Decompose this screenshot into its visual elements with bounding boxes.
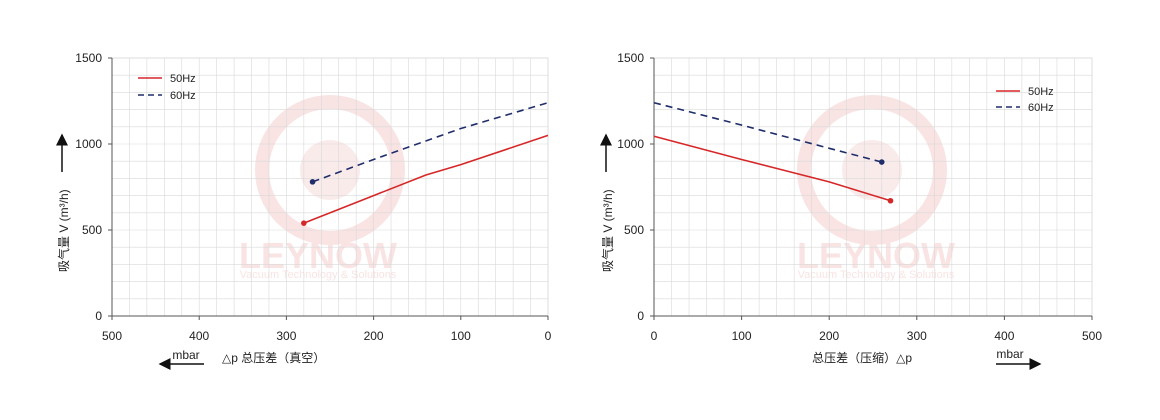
series [301,101,549,226]
x-tick-label: 100 [451,329,471,343]
y-tick-label: 1500 [75,51,102,65]
watermark-brand: LEYNOW [797,235,955,276]
y-axis-label-group: 吸气量 V (m³/h) [600,133,615,272]
vacuum-chart: LEYNOW Vacuum Technology & Solutions 500… [56,51,552,370]
x-axis-label: 总压差（压缩）△p [812,350,912,365]
y-tick-label: 500 [82,223,102,237]
axes [111,58,548,317]
watermark: LEYNOW Vacuum Technology & Solutions [239,95,405,281]
x-tick-label: 200 [819,329,839,343]
watermark-tagline: Vacuum Technology & Solutions [240,269,397,281]
y-tick-label: 1000 [75,137,102,151]
legend-label-60hz: 60Hz [170,90,196,102]
y-axis-label-group: 吸气量 V (m³/h) [56,133,71,272]
series-line-60hz [653,101,882,163]
unit-label: mbar [172,348,199,362]
x-axis-label-group: mbar △p 总压差（真空） [158,348,325,370]
legend-label-50hz: 50Hz [170,73,196,85]
y-axis-label: 吸气量 V (m³/h) [600,189,615,272]
legend: 50Hz 60Hz [138,73,196,102]
y-tick-label: 1500 [617,51,644,65]
x-tick-label: 300 [907,329,927,343]
x-tick-label: 200 [364,329,384,343]
watermark-brand: LEYNOW [239,235,397,276]
legend: 50Hz 60Hz [996,86,1054,114]
compression-chart: LEYNOW Vacuum Technology & Solutions 0 10… [600,51,1102,370]
x-axis-label: △p 总压差（真空） [222,351,325,365]
y-tick-label: 500 [624,223,644,237]
x-tick-label: 0 [651,329,658,343]
series-endpoint-50hz [887,197,894,204]
unit-label: mbar [996,347,1023,361]
x-tick-label: 100 [732,329,752,343]
y-axis-label: 吸气量 V (m³/h) [56,189,71,272]
y-tick-label: 1000 [617,137,644,151]
legend-label-60hz: 60Hz [1028,102,1054,114]
x-axis-label-group: 总压差（压缩）△p mbar [812,347,1042,370]
series-endpoint-60hz [878,159,885,165]
x-tick-label: 400 [994,329,1014,343]
series-line-50hz [653,135,891,202]
watermark-tagline: Vacuum Technology & Solutions [798,269,955,281]
series-line-60hz [312,101,549,183]
ticks: 0 100 200 300 400 500 0 500 1000 1500 [617,51,1102,343]
series-line-50hz [303,134,549,224]
watermark-logo-ring [255,95,405,245]
series-endpoint-60hz [309,179,316,185]
x-tick-label: 500 [1082,329,1102,343]
watermark: LEYNOW Vacuum Technology & Solutions [797,95,955,281]
x-tick-label: 500 [102,329,122,343]
watermark-logo-core [842,140,902,200]
x-tick-label: 300 [276,329,296,343]
y-tick-label: 0 [637,309,644,323]
legend-label-50hz: 50Hz [1028,86,1054,98]
y-tick-label: 0 [95,309,102,323]
watermark-logo-core [300,140,360,200]
series [653,101,894,204]
axes [653,58,1092,317]
x-tick-label: 0 [545,329,552,343]
watermark-logo-ring [797,95,947,245]
x-tick-label: 400 [189,329,209,343]
series-endpoint-50hz [301,220,307,226]
